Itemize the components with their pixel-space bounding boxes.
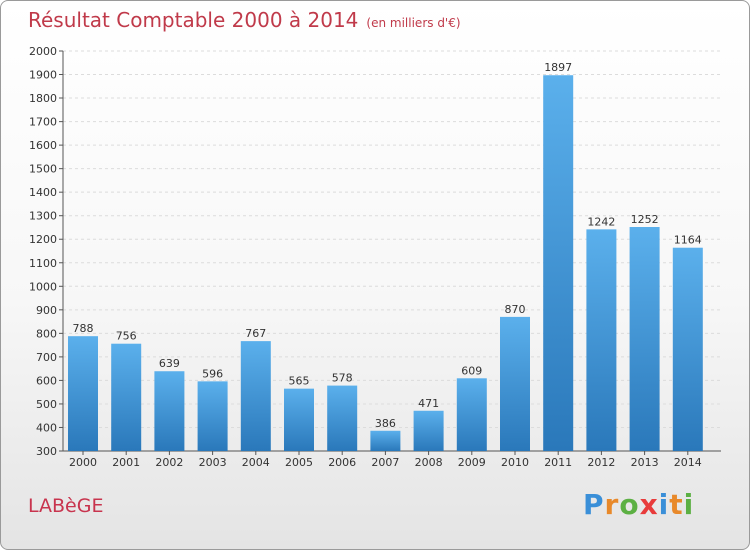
x-tick-label: 2004 [242,456,270,469]
bar [240,341,271,451]
y-tick-label: 1000 [29,280,57,293]
y-tick-label: 1800 [29,92,57,105]
y-tick-label: 900 [36,304,57,317]
bar-value-label: 596 [202,367,223,380]
bar [327,385,358,451]
bar-value-label: 767 [245,327,266,340]
y-tick-label: 2000 [29,45,57,58]
x-tick-label: 2013 [631,456,659,469]
bar [586,229,617,451]
y-tick-label: 700 [36,351,57,364]
bar-value-label: 565 [289,375,310,388]
bar [500,316,530,451]
bar-value-label: 639 [159,357,180,370]
bar-value-label: 1897 [544,61,572,74]
logo-letter: t [669,488,684,521]
logo-letter: x [639,488,659,521]
bar-value-label: 870 [505,303,526,316]
y-tick-label: 400 [36,421,57,434]
x-tick-label: 2011 [544,456,572,469]
bar-value-label: 1242 [587,215,615,228]
logo-letter: o [619,488,640,521]
bar-value-label: 788 [73,322,94,335]
bar-value-label: 1164 [674,234,702,247]
logo-letter: i [658,488,670,521]
bar-value-label: 609 [461,364,482,377]
bar-value-label: 386 [375,417,396,430]
bar [629,227,660,451]
title-unit: (en milliers d'€) [366,16,461,30]
chart-title: Résultat Comptable 2000 à 2014 (en millie… [28,8,461,32]
bar [197,381,228,451]
x-tick-label: 2014 [674,456,702,469]
proxiti-logo: Proxiti [583,488,694,521]
x-tick-label: 2009 [458,456,486,469]
x-tick-label: 2010 [501,456,529,469]
x-tick-label: 2006 [328,456,356,469]
bar-value-label: 756 [116,330,137,343]
y-tick-label: 1600 [29,139,57,152]
y-tick-label: 300 [36,445,57,458]
bar [370,430,401,451]
bar [413,410,444,451]
bar [154,371,185,451]
y-tick-label: 1400 [29,186,57,199]
logo-letter: i [683,488,695,521]
x-tick-label: 2012 [587,456,615,469]
bar [68,336,98,451]
bar-value-label: 471 [418,397,439,410]
x-tick-label: 2007 [371,456,399,469]
bar [456,378,487,451]
x-tick-label: 2002 [155,456,183,469]
bar [672,247,703,451]
bar-value-label: 1252 [631,213,659,226]
title-main: Résultat Comptable 2000 à 2014 [28,8,359,32]
y-tick-label: 1300 [29,210,57,223]
y-tick-label: 1900 [29,69,57,82]
y-tick-label: 1500 [29,163,57,176]
commune-name: LABèGE [28,495,104,517]
bar [111,343,142,451]
logo-letter: r [604,488,620,521]
y-tick-label: 600 [36,374,57,387]
y-tick-label: 1100 [29,257,57,270]
x-tick-label: 2000 [69,456,97,469]
bar [543,75,574,451]
x-tick-label: 2005 [285,456,313,469]
logo-letter: P [583,488,605,521]
bar [284,388,314,451]
x-tick-label: 2001 [112,456,140,469]
y-tick-label: 800 [36,327,57,340]
x-tick-label: 2008 [415,456,443,469]
y-tick-label: 500 [36,398,57,411]
y-tick-label: 1700 [29,116,57,129]
bar-value-label: 578 [332,372,353,385]
y-tick-label: 1200 [29,233,57,246]
x-tick-label: 2003 [199,456,227,469]
